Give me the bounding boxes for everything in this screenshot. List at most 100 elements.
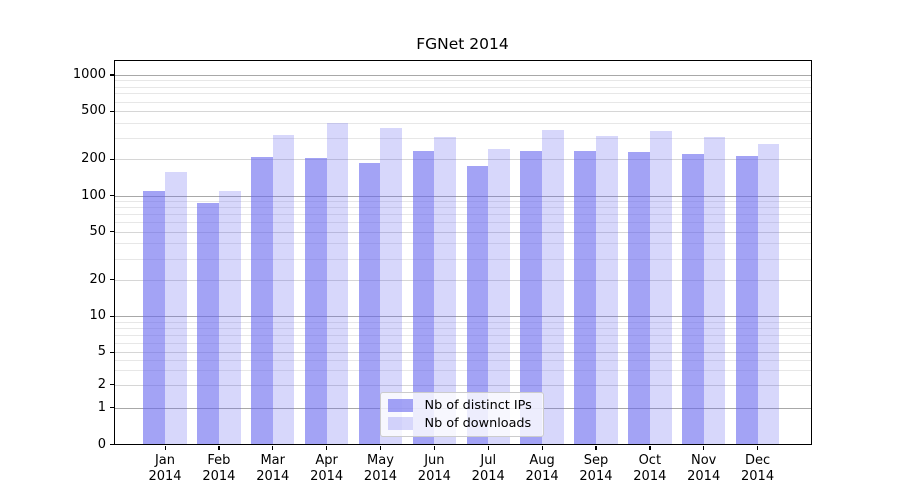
y-tick-5	[109, 351, 114, 353]
bar-distinct-ips-jul	[466, 165, 489, 445]
gridline-400	[114, 122, 811, 124]
y-tick-label-10: 10	[89, 308, 106, 324]
y-tick-label-100: 100	[81, 187, 106, 203]
x-tick-label-dec: Dec 2014	[741, 452, 775, 485]
gridline-50	[114, 231, 811, 233]
legend-swatch-downloads-icon	[387, 416, 413, 430]
x-tick-label-jun: Jun 2014	[417, 452, 451, 485]
bar-downloads-jun	[434, 137, 457, 445]
bar-downloads-may	[380, 127, 403, 445]
gridline-20	[114, 279, 811, 281]
x-tick-jan	[164, 445, 166, 450]
gridline-10	[114, 316, 811, 318]
gridline-200	[114, 159, 811, 161]
gridline-80	[114, 207, 811, 209]
gridline-500	[114, 111, 811, 112]
x-tick-label-feb: Feb 2014	[202, 452, 236, 485]
x-tick-feb	[218, 445, 220, 450]
y-tick-label-2: 2	[97, 376, 106, 392]
bar-distinct-ips-jan	[143, 190, 165, 445]
bar-distinct-ips-sep	[574, 151, 596, 445]
chart-title: FGNet 2014	[416, 35, 509, 53]
y-tick-label-20: 20	[89, 271, 106, 287]
y-tick-label-1000: 1000	[72, 66, 106, 82]
y-tick-10	[109, 315, 114, 317]
bar-distinct-ips-jun	[412, 150, 435, 445]
gridline-8	[114, 327, 811, 329]
bar-downloads-sep	[595, 135, 618, 445]
x-tick-aug	[541, 445, 543, 450]
gridline-800	[114, 86, 811, 88]
y-tick-500	[109, 110, 114, 112]
bar-downloads-dec	[757, 144, 780, 445]
bar-downloads-apr	[326, 123, 349, 445]
y-tick-2	[109, 384, 114, 386]
bar-distinct-ips-may	[358, 162, 381, 445]
x-tick-label-sep: Sep 2014	[579, 452, 613, 485]
x-tick-label-nov: Nov 2014	[687, 452, 721, 485]
y-tick-label-500: 500	[81, 103, 106, 118]
y-tick-label-5: 5	[97, 344, 106, 360]
y-tick-100	[109, 195, 114, 197]
legend-label-downloads: Nb of downloads	[424, 415, 532, 431]
gridline-3	[114, 370, 811, 372]
bar-distinct-ips-apr	[304, 158, 327, 445]
x-tick-jul	[487, 445, 489, 450]
x-tick-label-aug: Aug 2014	[525, 452, 559, 485]
bar-downloads-jul	[488, 149, 510, 445]
gridline-5	[114, 352, 811, 354]
gridline-300	[114, 137, 811, 139]
x-tick-may	[379, 445, 382, 450]
y-tick-200	[109, 158, 114, 160]
y-tick-label-0: 0	[97, 436, 106, 452]
bar-distinct-ips-aug	[520, 151, 543, 445]
y-tick-1	[109, 407, 114, 409]
bar-distinct-ips-nov	[682, 153, 704, 445]
x-tick-label-mar: Mar 2014	[256, 452, 290, 485]
bar-downloads-aug	[542, 130, 564, 445]
x-tick-label-may: May 2014	[363, 452, 398, 485]
gridline-70	[114, 214, 811, 216]
y-tick-label-1: 1	[97, 399, 106, 415]
y-tick-label-200: 200	[81, 151, 106, 167]
legend-item-downloads: Nb of downloads	[381, 416, 543, 431]
bar-distinct-ips-oct	[628, 151, 650, 445]
x-tick-oct	[649, 445, 651, 450]
bar-downloads-feb	[218, 190, 241, 445]
x-tick-label-apr: Apr 2014	[310, 452, 344, 485]
x-tick-mar	[272, 445, 274, 450]
gridline-2	[114, 384, 811, 386]
x-tick-dec	[757, 445, 759, 450]
y-tick-20	[109, 279, 114, 281]
gridline-90	[114, 201, 811, 203]
gridline-700	[114, 93, 811, 95]
x-tick-apr	[326, 445, 328, 450]
bar-downloads-oct	[649, 130, 672, 445]
x-tick-label-jan: Jan 2014	[148, 452, 182, 485]
gridline-9	[114, 321, 811, 323]
gridline-6	[114, 342, 811, 344]
bar-downloads-jan	[165, 171, 187, 445]
bar-distinct-ips-mar	[251, 157, 273, 445]
y-tick-1000	[109, 74, 114, 76]
x-tick-nov	[703, 445, 705, 450]
gridline-900	[114, 80, 811, 82]
gridline-4	[114, 360, 811, 362]
bar-downloads-mar	[272, 134, 295, 445]
gridline-40	[114, 243, 811, 245]
x-tick-sep	[595, 445, 597, 450]
legend-swatch-distinct-ips-icon	[387, 398, 413, 412]
x-tick-label-oct: Oct 2014	[633, 452, 667, 485]
bar-distinct-ips-feb	[197, 202, 219, 445]
legend-label-distinct-ips: Nb of distinct IPs	[424, 397, 532, 413]
bar-downloads-nov	[703, 136, 726, 445]
y-tick-50	[109, 231, 114, 233]
y-tick-label-50: 50	[89, 223, 106, 239]
gridline-7	[114, 334, 811, 336]
legend-item-distinct-ips: Nb of distinct IPs	[381, 398, 543, 413]
y-tick-0	[109, 444, 114, 446]
x-tick-jun	[433, 445, 436, 450]
gridline-100	[114, 195, 811, 197]
gridline-60	[114, 222, 811, 224]
